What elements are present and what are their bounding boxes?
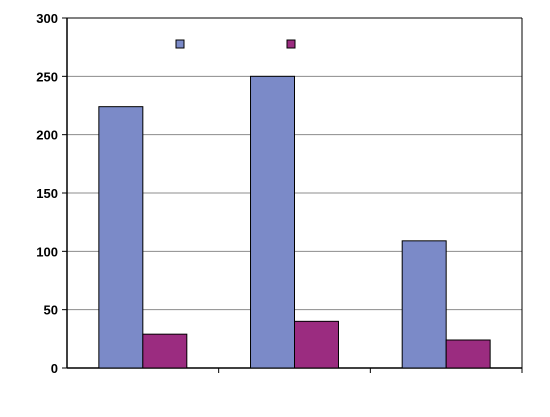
y-tick-label: 150 <box>36 186 58 201</box>
y-tick-label: 100 <box>36 244 58 259</box>
bar-series-2-category-3 <box>445 339 491 369</box>
bar-series-1-category-1 <box>98 106 144 369</box>
legend-swatch-1 <box>175 39 185 49</box>
legend <box>175 39 296 49</box>
y-tick-label: 200 <box>36 128 58 143</box>
y-tick-label: 250 <box>36 69 58 84</box>
bar-series-2-category-2 <box>294 320 339 369</box>
legend-swatch-2 <box>286 39 296 49</box>
bar-series-1-category-2 <box>250 75 295 369</box>
y-tick-label: 50 <box>44 303 58 318</box>
bars <box>98 75 491 369</box>
bar-series-1-category-3 <box>401 240 447 369</box>
y-tick-label: 0 <box>51 361 58 376</box>
y-tick-label: 300 <box>36 11 58 26</box>
bar-series-2-category-1 <box>142 333 188 369</box>
